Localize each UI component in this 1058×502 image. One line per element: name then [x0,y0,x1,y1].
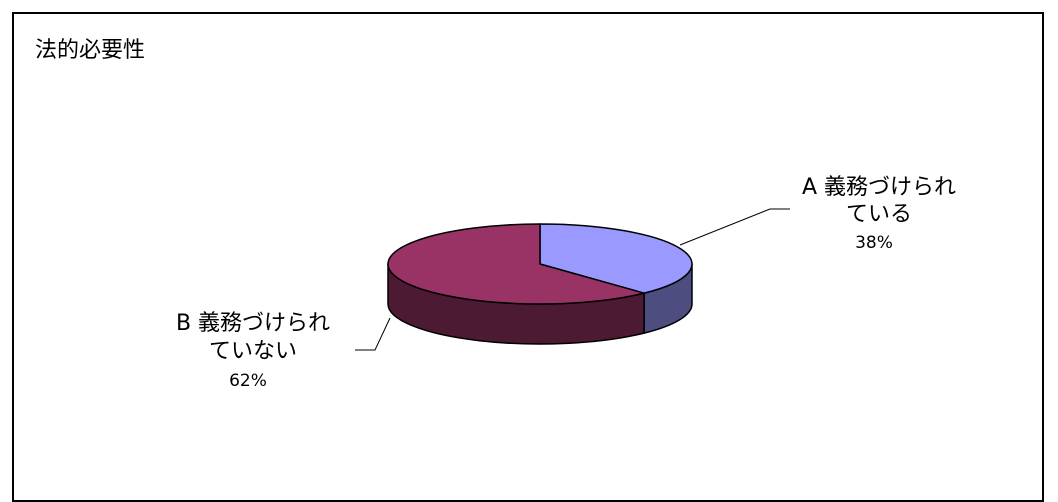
slice-label-a: A 義務づけられ ている 38% [802,175,956,253]
slice-label-a-percent: 38% [855,233,893,253]
leader-line-a [679,208,790,246]
pie-chart: A 義務づけられ ている 38% B 義務づけられ ていない 62% [176,175,956,391]
leader-line-b [355,317,391,351]
leader-lines [355,208,790,351]
slice-label-b-line2: ていない [209,339,297,364]
chart-title: 法的必要性 [35,38,146,63]
pie-slice-b [387,223,645,305]
pie-slice-a [539,223,693,294]
slice-label-b-line1: B 義務づけられ [176,311,330,336]
slice-label-b-percent: 62% [229,371,267,391]
slice-label-b: B 義務づけられ ていない 62% [176,311,330,391]
pie-top-faces [387,223,693,305]
slice-label-a-line1: A 義務づけられ [802,175,956,200]
slice-label-a-line2: ている [846,202,912,227]
